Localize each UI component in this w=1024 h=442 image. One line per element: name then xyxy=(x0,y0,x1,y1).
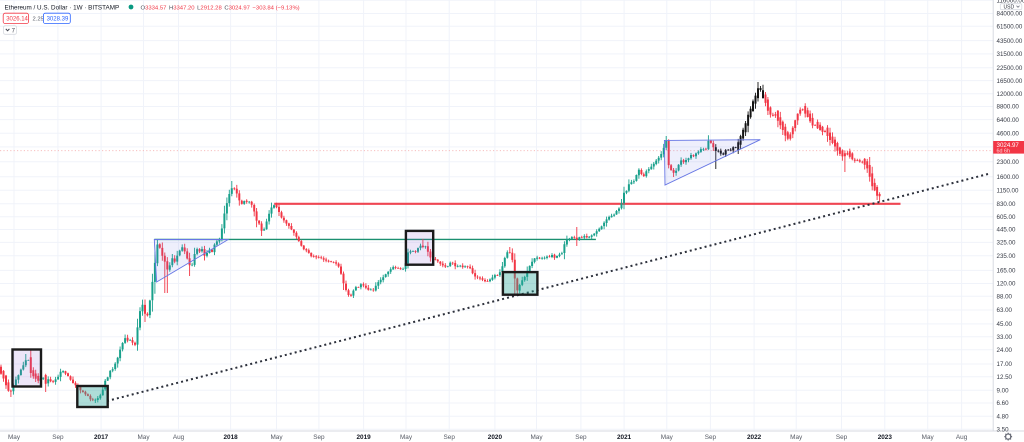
svg-text:43500.00: 43500.00 xyxy=(997,38,1023,45)
svg-text:31500.00: 31500.00 xyxy=(997,51,1023,58)
svg-text:Sep: Sep xyxy=(705,434,717,441)
svg-text:Sep: Sep xyxy=(313,434,325,441)
svg-text:830.00: 830.00 xyxy=(997,201,1016,208)
svg-text:3028.39: 3028.39 xyxy=(47,16,69,22)
svg-text:325.00: 325.00 xyxy=(997,240,1016,247)
svg-text:Aug: Aug xyxy=(173,434,185,441)
svg-text:3024.97: 3024.97 xyxy=(997,142,1020,149)
svg-text:84000.00: 84000.00 xyxy=(997,11,1023,18)
svg-text:6400.00: 6400.00 xyxy=(997,117,1020,124)
svg-text:88.00: 88.00 xyxy=(997,294,1013,301)
svg-text:May: May xyxy=(530,434,543,441)
svg-text:9.00: 9.00 xyxy=(997,387,1010,394)
svg-text:605.00: 605.00 xyxy=(997,214,1016,221)
svg-text:4.80: 4.80 xyxy=(997,413,1010,420)
svg-text:24.00: 24.00 xyxy=(997,347,1013,354)
svg-text:May: May xyxy=(400,434,413,441)
svg-text:Sep: Sep xyxy=(444,434,456,441)
svg-text:2022: 2022 xyxy=(747,434,762,441)
svg-text:7: 7 xyxy=(12,29,16,35)
svg-text:2023: 2023 xyxy=(878,434,893,441)
svg-text:2020: 2020 xyxy=(488,434,503,441)
svg-text:120.00: 120.00 xyxy=(997,281,1016,288)
svg-text:6d 6h: 6d 6h xyxy=(997,149,1011,155)
svg-text:33.00: 33.00 xyxy=(997,334,1013,341)
svg-text:12000.00: 12000.00 xyxy=(997,91,1023,98)
svg-text:1600.00: 1600.00 xyxy=(997,174,1020,181)
svg-text:2021: 2021 xyxy=(617,434,632,441)
svg-text:63.00: 63.00 xyxy=(997,307,1013,314)
svg-text:2018: 2018 xyxy=(223,434,238,441)
svg-text:USD: USD xyxy=(1004,4,1015,10)
svg-text:May: May xyxy=(790,434,803,441)
svg-text:8800.00: 8800.00 xyxy=(997,104,1020,111)
svg-text:45.00: 45.00 xyxy=(997,321,1013,328)
svg-text:235.00: 235.00 xyxy=(997,253,1016,260)
svg-text:445.00: 445.00 xyxy=(997,227,1016,234)
svg-text:1150.00: 1150.00 xyxy=(997,188,1019,195)
svg-text:2017: 2017 xyxy=(94,434,109,441)
svg-text:22500.00: 22500.00 xyxy=(997,65,1023,72)
svg-text:May: May xyxy=(661,434,674,441)
svg-text:17.00: 17.00 xyxy=(997,361,1013,368)
svg-text:16500.00: 16500.00 xyxy=(997,78,1023,85)
svg-text:Sep: Sep xyxy=(575,434,587,441)
svg-text:61500.00: 61500.00 xyxy=(997,24,1023,31)
svg-text:May: May xyxy=(8,434,21,441)
svg-text:165.00: 165.00 xyxy=(997,268,1016,275)
svg-text:2019: 2019 xyxy=(356,434,371,441)
svg-text:May: May xyxy=(137,434,150,441)
svg-text:12.50: 12.50 xyxy=(997,374,1013,381)
svg-text:Sep: Sep xyxy=(836,434,848,441)
svg-text:Ethereum / U.S. Dollar · 1W ·: Ethereum / U.S. Dollar · 1W · BITSTAMP xyxy=(5,4,120,11)
svg-text:2300.00: 2300.00 xyxy=(997,159,1020,166)
svg-text:3.50: 3.50 xyxy=(997,426,1010,433)
svg-text:4600.00: 4600.00 xyxy=(997,130,1020,137)
svg-text:Aug: Aug xyxy=(956,434,968,441)
svg-text:116000.00: 116000.00 xyxy=(997,0,1024,4)
svg-text:May: May xyxy=(270,434,283,441)
svg-text:3026.14: 3026.14 xyxy=(6,16,28,22)
svg-text:2.25: 2.25 xyxy=(33,16,44,22)
svg-text:May: May xyxy=(922,434,935,441)
svg-text:Sep: Sep xyxy=(52,434,64,441)
svg-text:6.60: 6.60 xyxy=(997,400,1010,407)
